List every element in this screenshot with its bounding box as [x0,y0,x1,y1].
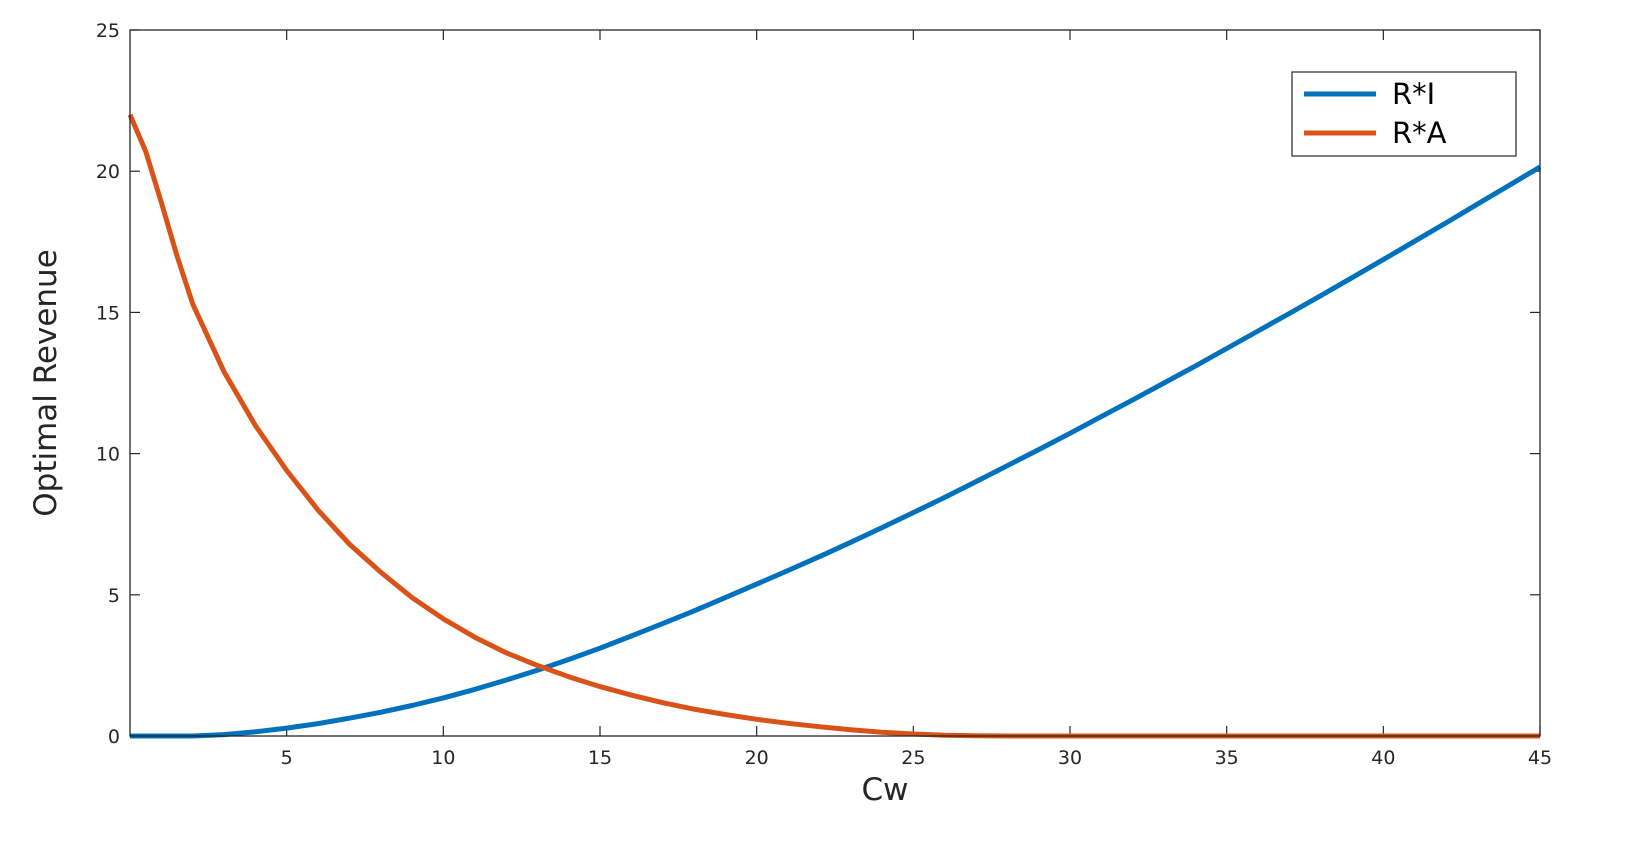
x-tick-label: 30 [1058,747,1082,769]
plot-frame [129,29,1541,737]
y-tick-label: 10 [96,444,120,466]
y-axis-title: Optimal Revenue [28,249,64,517]
x-tick-label: 20 [745,747,769,769]
x-tick-label: 35 [1215,747,1239,769]
x-tick-label: 45 [1528,747,1552,769]
legend-label-ri: R*I [1392,77,1435,111]
tick-labels: 5 10 15 20 25 30 35 40 45 0 5 10 15 20 25 [96,20,1552,769]
y-tick-label: 5 [108,585,120,607]
x-tick-label: 15 [588,747,612,769]
y-tick-label: 25 [96,20,120,42]
y-tick-label: 15 [96,302,120,324]
x-tick-label: 10 [431,747,455,769]
y-tick-label: 0 [108,726,120,748]
legend: R*I R*A [1291,71,1517,157]
legend-box [1291,71,1517,157]
x-tick-label: 40 [1371,747,1395,769]
x-tick-label: 5 [281,747,293,769]
y-tick-label: 20 [96,161,120,183]
series-line-ri [130,164,1542,739]
x-axis-title: Cw [862,772,909,808]
x-tick-label: 25 [901,747,925,769]
legend-label-ra: R*A [1392,116,1447,150]
